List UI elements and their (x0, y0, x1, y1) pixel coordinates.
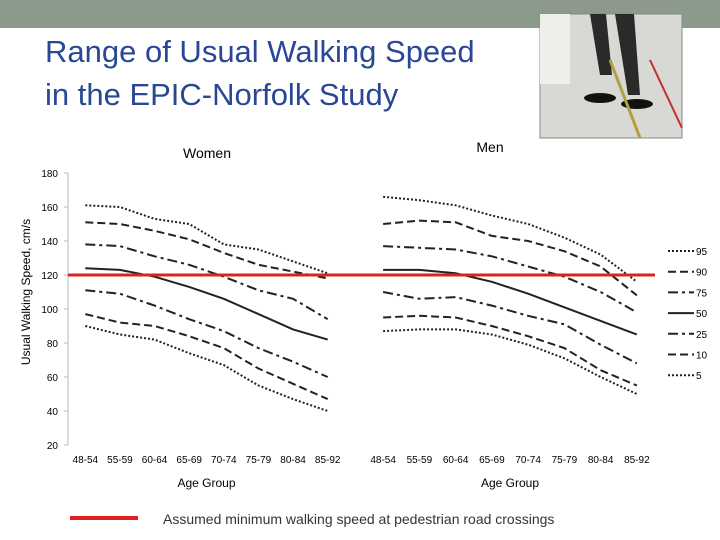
y-tick-label: 120 (41, 271, 58, 282)
slide-title: Range of Usual Walking Speed (45, 34, 475, 69)
x-tick-label: 65-69 (479, 455, 505, 466)
legend-label: 95 (696, 247, 708, 258)
y-tick-label: 180 (41, 169, 58, 180)
photo-leg (590, 14, 612, 75)
series-line (383, 195, 638, 283)
x-tick-label: 70-74 (211, 455, 237, 466)
slide-title: in the EPIC-Norfolk Study (45, 77, 399, 112)
x-tick-label: 55-59 (407, 455, 433, 466)
series-line (383, 245, 638, 314)
legend-label: 75 (696, 288, 708, 299)
reference-legend-label: Assumed minimum walking speed at pedestr… (163, 511, 554, 527)
series-line (85, 243, 329, 321)
chart-title: Women (183, 145, 231, 161)
photo-shoe (584, 93, 616, 103)
y-tick-label: 40 (47, 407, 59, 418)
photo-tape (649, 59, 683, 129)
x-tick-label: 55-59 (107, 455, 133, 466)
y-axis-label: Usual Walking Speed, cm/s (19, 219, 33, 365)
photo-wall (540, 14, 570, 84)
series-line (383, 268, 638, 336)
x-tick-label: 48-54 (370, 455, 396, 466)
legend-label: 5 (696, 371, 702, 382)
x-tick-label: 75-79 (552, 455, 578, 466)
legend-label: 50 (696, 309, 708, 320)
x-tick-label: 75-79 (246, 455, 272, 466)
chart-title: Men (476, 139, 503, 155)
y-tick-label: 140 (41, 237, 58, 248)
series-line (383, 219, 638, 297)
series-line (85, 313, 329, 401)
plot-area: 20 40 60 80 100 120 140 160 180 Usual Walking Spe… (19, 139, 708, 527)
x-tick-label: 80-84 (280, 455, 306, 466)
x-tick-label: 48-54 (73, 455, 99, 466)
series-line (85, 325, 329, 412)
series-line (383, 328, 638, 395)
series-line (85, 267, 328, 341)
x-axis-label: Age Group (177, 476, 235, 490)
series-line (383, 314, 638, 387)
legend-label: 25 (696, 330, 708, 341)
x-tick-label: 80-84 (588, 455, 614, 466)
x-tick-label: 60-64 (142, 455, 168, 466)
x-tick-label: 85-92 (315, 455, 341, 466)
x-tick-label: 60-64 (443, 455, 469, 466)
y-tick-label: 160 (41, 203, 58, 214)
legend-label: 10 (696, 351, 708, 362)
series-line (85, 204, 329, 275)
legend-label: 90 (696, 268, 708, 279)
series-line (85, 289, 329, 378)
y-tick-label: 60 (47, 373, 59, 384)
photo-leg (615, 14, 640, 95)
series-line (382, 291, 638, 365)
photo (539, 13, 683, 139)
y-tick-label: 80 (47, 339, 59, 350)
x-axis-label: Age Group (481, 476, 539, 490)
x-tick-label: 70-74 (515, 455, 541, 466)
x-tick-label: 85-92 (624, 455, 650, 466)
y-tick-label: 20 (47, 441, 59, 452)
photo-tape (608, 59, 642, 139)
y-tick-label: 100 (41, 305, 58, 316)
series-line (85, 221, 328, 280)
x-tick-label: 65-69 (176, 455, 202, 466)
